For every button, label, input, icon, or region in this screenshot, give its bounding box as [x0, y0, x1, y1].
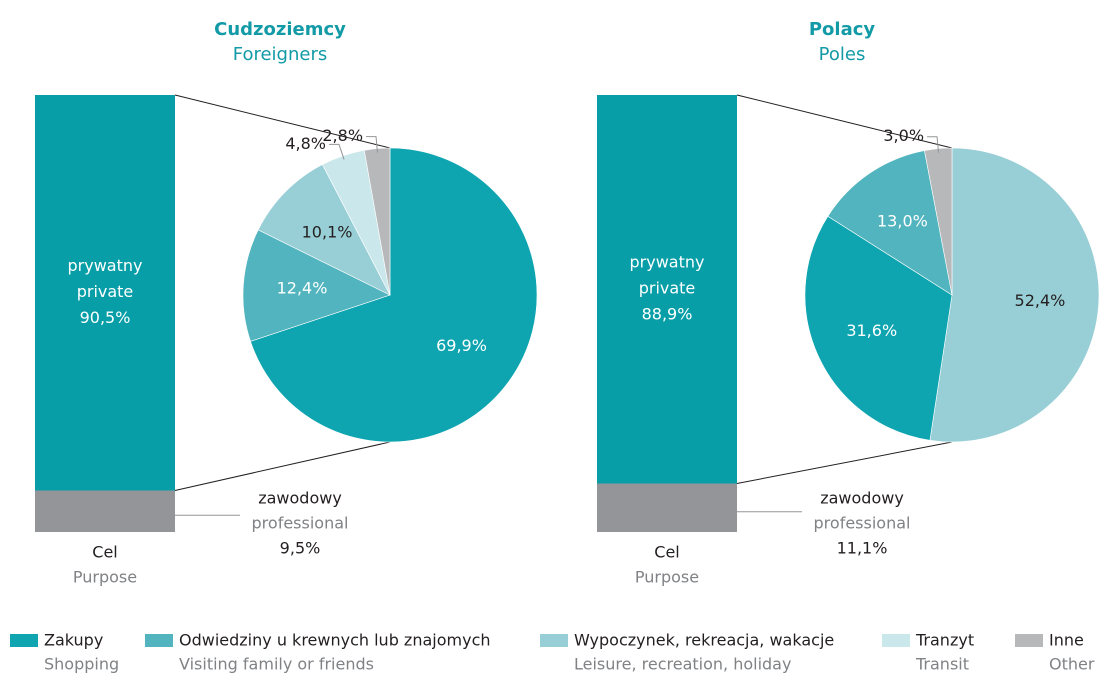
bar-label: 88,9%: [642, 305, 693, 324]
bar-label: private: [639, 279, 696, 298]
bar-label: professional: [814, 514, 911, 533]
connector: [736, 441, 953, 484]
legend-label: Odwiedziny u krewnych lub znajomych: [179, 631, 491, 650]
chart-subtitle: Foreigners: [233, 44, 328, 65]
legend-label: Leisure, recreation, holiday: [574, 655, 791, 674]
chart-title: Cudzoziemcy: [214, 19, 346, 40]
chart-title: Polacy: [809, 19, 876, 40]
pie-slice: [929, 147, 1100, 443]
legend-swatch: [10, 634, 38, 647]
legend-label: Shopping: [44, 655, 119, 674]
legend-label: Tranzyt: [915, 631, 974, 650]
legend-label: Inne: [1049, 631, 1084, 650]
legend-label: Transit: [915, 655, 969, 674]
slice-label: 10,1%: [302, 223, 353, 242]
slice-label: 12,4%: [277, 278, 328, 297]
bar-segment: [597, 483, 737, 532]
slice-label: 69,9%: [436, 336, 487, 355]
legend-label: Wypoczynek, rekreacja, wakacje: [574, 631, 834, 650]
leader-line: [366, 136, 378, 153]
bar-segment: [35, 490, 175, 532]
pie-slice: [804, 215, 953, 441]
bar-label: zawodowy: [258, 489, 342, 508]
pie-slice: [827, 150, 953, 296]
bar-axis-label: Cel: [654, 543, 679, 562]
connector: [736, 94, 953, 149]
pie-slice: [257, 164, 391, 296]
pie-slice: [250, 147, 538, 443]
legend-label: Other: [1049, 655, 1095, 674]
slice-label: 2,8%: [322, 126, 363, 145]
connector: [174, 94, 391, 149]
bar-label: private: [77, 282, 134, 301]
connector: [174, 441, 391, 491]
bar-label: prywatny: [68, 256, 143, 275]
legend-swatch: [145, 634, 173, 647]
slice-label: 13,0%: [877, 212, 928, 231]
legend-label: Zakupy: [44, 631, 103, 650]
chart-subtitle: Poles: [819, 44, 866, 65]
bar-axis-label: Cel: [92, 543, 117, 562]
legend-swatch: [540, 634, 568, 647]
bar-axis-label: Purpose: [73, 568, 137, 587]
slice-label: 52,4%: [1015, 291, 1066, 310]
slice-label: 3,0%: [883, 126, 924, 145]
bar-label: 9,5%: [280, 539, 321, 558]
pie-slice: [242, 229, 391, 342]
bar-label: zawodowy: [820, 489, 904, 508]
slice-label: 31,6%: [846, 321, 897, 340]
slice-label: 4,8%: [285, 134, 326, 153]
bar-label: prywatny: [630, 253, 705, 272]
bar-label: 11,1%: [837, 539, 888, 558]
bar-label: 90,5%: [80, 308, 131, 327]
legend-label: Visiting family or friends: [179, 655, 374, 674]
legend-swatch: [1015, 634, 1043, 647]
bar-label: professional: [252, 514, 349, 533]
bar-axis-label: Purpose: [635, 568, 699, 587]
bar-segment: [35, 95, 175, 491]
bar-segment: [597, 95, 737, 484]
leader-line: [328, 143, 345, 160]
leader-line: [927, 136, 940, 153]
legend-swatch: [882, 634, 910, 647]
